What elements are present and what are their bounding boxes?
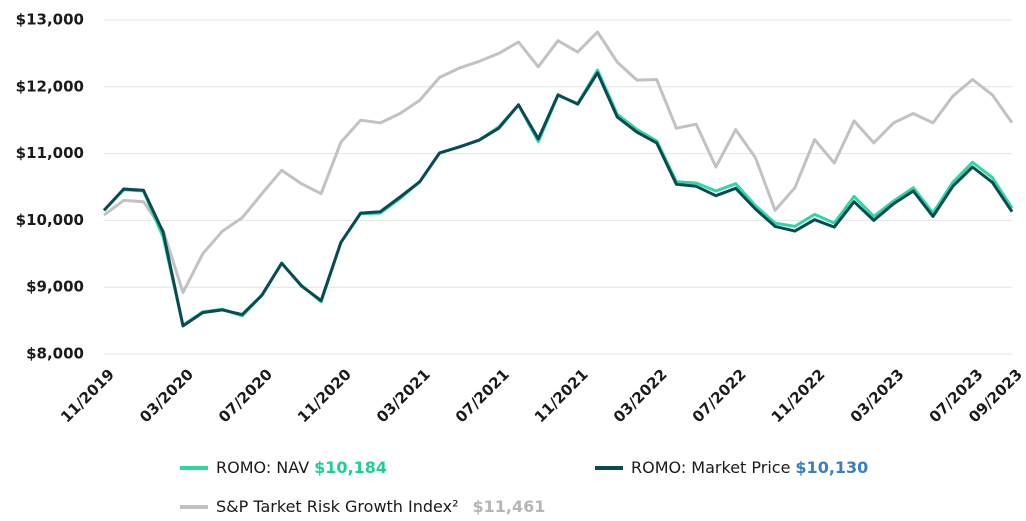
legend-value: $10,130 [795, 458, 868, 477]
legend-name: S&P Tarket Risk Growth Index² [216, 497, 458, 516]
x-tick-label: 03/2022 [610, 365, 671, 426]
legend-entry: ROMO: NAV $10,184 [216, 458, 387, 477]
x-tick-label: 07/2020 [215, 365, 276, 426]
x-tick-label: 07/2022 [689, 365, 750, 426]
legend-entry: ROMO: Market Price $10,130 [631, 458, 868, 477]
legend-name: ROMO: NAV [216, 458, 309, 477]
x-tick-label: 03/2020 [136, 365, 197, 426]
legend-entry: S&P Tarket Risk Growth Index² $11,461 [216, 497, 545, 516]
legend-name: ROMO: Market Price [631, 458, 790, 477]
y-tick-label: $9,000 [26, 278, 84, 296]
legend-value: $11,461 [472, 497, 545, 516]
x-tick-label: 07/2021 [452, 365, 513, 426]
x-tick-label: 03/2023 [847, 365, 908, 426]
legend-value: $10,184 [314, 458, 387, 477]
x-tick-label: 03/2021 [373, 365, 434, 426]
y-tick-label: $12,000 [16, 77, 84, 95]
y-tick-label: $8,000 [26, 345, 84, 363]
y-tick-label: $11,000 [16, 144, 84, 162]
y-tick-label: $10,000 [16, 211, 84, 229]
y-tick-label: $13,000 [16, 11, 84, 29]
x-tick-label: 11/2020 [294, 365, 355, 426]
series-line [102, 71, 1014, 328]
x-tick-label: 11/2022 [768, 365, 829, 426]
series-line [103, 30, 1014, 294]
x-tick-label: 11/2021 [531, 365, 592, 426]
x-tick-label: 11/2019 [57, 365, 118, 426]
